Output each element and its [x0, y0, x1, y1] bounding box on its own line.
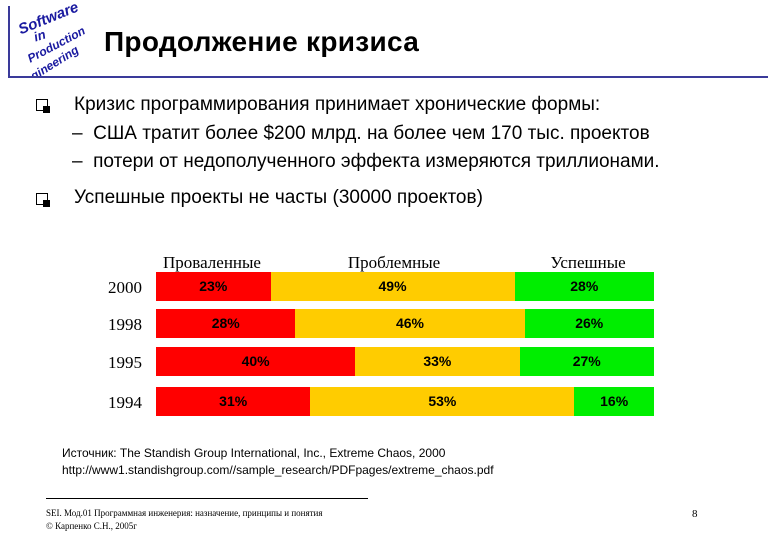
bar-value-label: 26%: [575, 315, 604, 331]
sub-bullet-1-1: – США тратит более $200 млрд. на более ч…: [72, 122, 650, 146]
source-line: Источник: The Standish Group Internation…: [62, 446, 446, 460]
year-label: 2000: [108, 278, 142, 297]
header-horizontal-rule: [8, 76, 768, 78]
dash-marker: –: [72, 123, 83, 144]
bar-value-label: 40%: [241, 353, 270, 369]
bar-value-label: 33%: [423, 353, 452, 369]
page-title: Продолжение кризиса: [104, 26, 420, 57]
bar-segment-failed: [156, 347, 356, 376]
bullet-square-icon: [36, 193, 50, 207]
bar-segment-succeeded: [524, 309, 654, 338]
header-vertical-rule: [8, 6, 10, 78]
sub-bullet-text: США тратит более $200 млрд. на более чем…: [93, 123, 650, 144]
bar-segment-succeeded: [574, 387, 654, 416]
bar-value-label: 28%: [570, 278, 599, 294]
source-url[interactable]: http://www1.standishgroup.com//sample_re…: [62, 463, 494, 477]
footer-course: SEI. Мод.01 Программная инженерия: назна…: [46, 508, 323, 518]
bar-segment-succeeded: [514, 272, 654, 301]
bar-value-label: 16%: [600, 393, 629, 409]
bar-segment-failed: [156, 309, 296, 338]
bullet-2-text: Успешные проекты не часты (30000 проекто…: [74, 187, 483, 208]
bar-value-label: 27%: [572, 353, 601, 369]
year-label: 1995: [108, 353, 142, 372]
legend-succeeded: Успешные: [550, 253, 626, 272]
bar-value-label: 23%: [199, 278, 228, 294]
legend-failed: Проваленные: [163, 253, 261, 272]
bar-segment-challenged: [310, 387, 575, 416]
bullet-1-text: Кризис программирования принимает хронич…: [74, 94, 601, 115]
footer-copyright: © Карпенко С.Н., 2005г: [46, 521, 137, 531]
svg-text:in: in: [32, 27, 48, 45]
bar-segment-failed: [156, 387, 311, 416]
sub-bullet-1-2: – потери от недополученного эффекта изме…: [72, 150, 660, 174]
bar-value-label: 28%: [211, 315, 240, 331]
bar-value-label: 53%: [428, 393, 457, 409]
bar-value-label: 46%: [395, 315, 424, 331]
logo-software-production-engineering: Software in Production Engineering: [15, 4, 88, 78]
bar-value-label: 31%: [219, 393, 248, 409]
bar-value-label: 49%: [378, 278, 407, 294]
bar-segment-failed: [156, 272, 271, 301]
year-label: 1998: [108, 315, 142, 334]
page-number: 8: [692, 508, 698, 520]
bar-segment-succeeded: [519, 347, 654, 376]
bar-segment-challenged: [355, 347, 520, 376]
legend-challenged: Проблемные: [347, 253, 441, 272]
footer-rule: [46, 498, 368, 499]
bullet-square-icon: [36, 99, 50, 113]
year-label: 1994: [108, 393, 142, 412]
bar-segment-challenged: [295, 309, 525, 338]
dash-marker: –: [72, 151, 83, 172]
sub-bullet-text: потери от недополученного эффекта измеря…: [93, 151, 660, 172]
bar-segment-challenged: [270, 272, 515, 301]
